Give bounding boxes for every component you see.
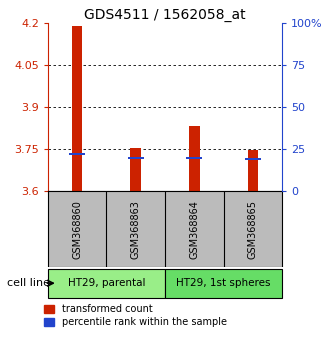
Bar xyxy=(245,158,261,160)
Title: GDS4511 / 1562058_at: GDS4511 / 1562058_at xyxy=(84,8,246,22)
Bar xyxy=(189,126,200,191)
Text: GSM368863: GSM368863 xyxy=(131,200,141,259)
Text: HT29, parental: HT29, parental xyxy=(68,278,145,288)
FancyBboxPatch shape xyxy=(48,269,165,297)
Text: GSM368864: GSM368864 xyxy=(189,200,199,259)
Bar xyxy=(186,157,202,159)
Text: HT29, 1st spheres: HT29, 1st spheres xyxy=(176,278,271,288)
Legend: transformed count, percentile rank within the sample: transformed count, percentile rank withi… xyxy=(45,304,227,327)
Bar xyxy=(248,150,258,191)
Text: GSM368860: GSM368860 xyxy=(72,200,82,259)
Text: cell line: cell line xyxy=(7,278,50,288)
Bar xyxy=(69,153,85,155)
Bar xyxy=(128,157,144,159)
Bar xyxy=(72,26,82,191)
Bar xyxy=(130,148,141,191)
FancyBboxPatch shape xyxy=(165,269,282,297)
Text: GSM368865: GSM368865 xyxy=(248,200,258,259)
